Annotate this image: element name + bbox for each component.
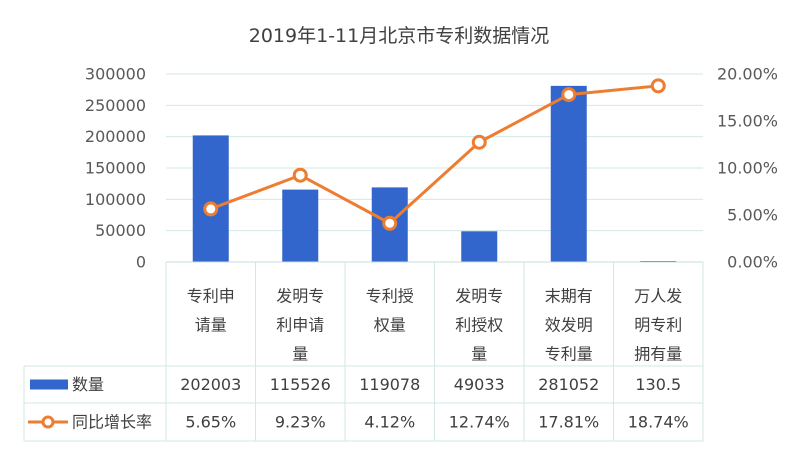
table-cell: 18.74%	[628, 413, 689, 432]
table-cell: 49033	[454, 375, 505, 394]
table-cell: 119078	[359, 375, 420, 394]
legend-label: 同比增长率	[72, 413, 152, 432]
y-right-tick-label: 10.00%	[717, 159, 778, 178]
x-category-label: 利申请	[276, 316, 324, 335]
y-left-tick-label: 0	[136, 253, 146, 272]
y-right-tick-label: 15.00%	[717, 112, 778, 131]
x-category-label: 专利申	[187, 287, 235, 306]
x-category-label: 效发明	[545, 316, 593, 335]
table-cell: 9.23%	[275, 413, 326, 432]
y-right-tick-label: 0.00%	[727, 253, 778, 272]
x-category-label: 量	[471, 345, 487, 364]
table-cell: 12.74%	[449, 413, 510, 432]
bar	[550, 85, 587, 262]
x-category-label: 专利量	[545, 345, 593, 364]
x-category-label: 权量	[374, 316, 406, 335]
table-cell: 281052	[538, 375, 599, 394]
x-category-label: 末期有	[545, 287, 593, 306]
table-cell: 17.81%	[538, 413, 599, 432]
line-marker	[471, 134, 487, 150]
y-left-tick-label: 250000	[85, 96, 146, 115]
table-cell: 115526	[270, 375, 331, 394]
table-cell: 5.65%	[185, 413, 236, 432]
line-marker	[650, 78, 666, 94]
line-marker	[203, 201, 219, 217]
table-cell: 4.12%	[364, 413, 415, 432]
table-cell: 130.5	[635, 375, 681, 394]
y-left-tick-label: 50000	[95, 221, 146, 240]
y-left-tick-label: 200000	[85, 127, 146, 146]
legend-swatch-marker	[41, 415, 55, 429]
chart-title: 2019年1-11月北京市专利数据情况	[249, 25, 549, 47]
x-category-label: 万人发	[634, 287, 682, 306]
y-left-tick-label: 300000	[85, 65, 146, 84]
line-series	[210, 84, 659, 225]
legend-swatch-bar	[30, 379, 68, 390]
x-category-label: 量	[292, 345, 308, 364]
bar	[461, 231, 498, 262]
bar	[282, 189, 319, 262]
bar	[192, 135, 229, 262]
x-category-label: 拥有量	[634, 345, 682, 364]
x-category-label: 明专利	[634, 316, 682, 335]
legend-label: 数量	[72, 375, 104, 394]
x-category-label: 利授权	[455, 316, 503, 335]
line-marker	[382, 215, 398, 231]
y-right-tick-label: 5.00%	[727, 206, 778, 225]
line-marker	[561, 87, 577, 103]
table-cell: 202003	[180, 375, 241, 394]
x-category-label: 请量	[195, 316, 227, 335]
y-right-tick-label: 20.00%	[717, 65, 778, 84]
x-category-label: 发明专	[276, 287, 324, 306]
y-left-tick-label: 150000	[85, 159, 146, 178]
line-marker	[292, 167, 308, 183]
x-category-label: 专利授	[366, 287, 414, 306]
x-category-label: 发明专	[455, 287, 503, 306]
y-left-tick-label: 100000	[85, 190, 146, 209]
